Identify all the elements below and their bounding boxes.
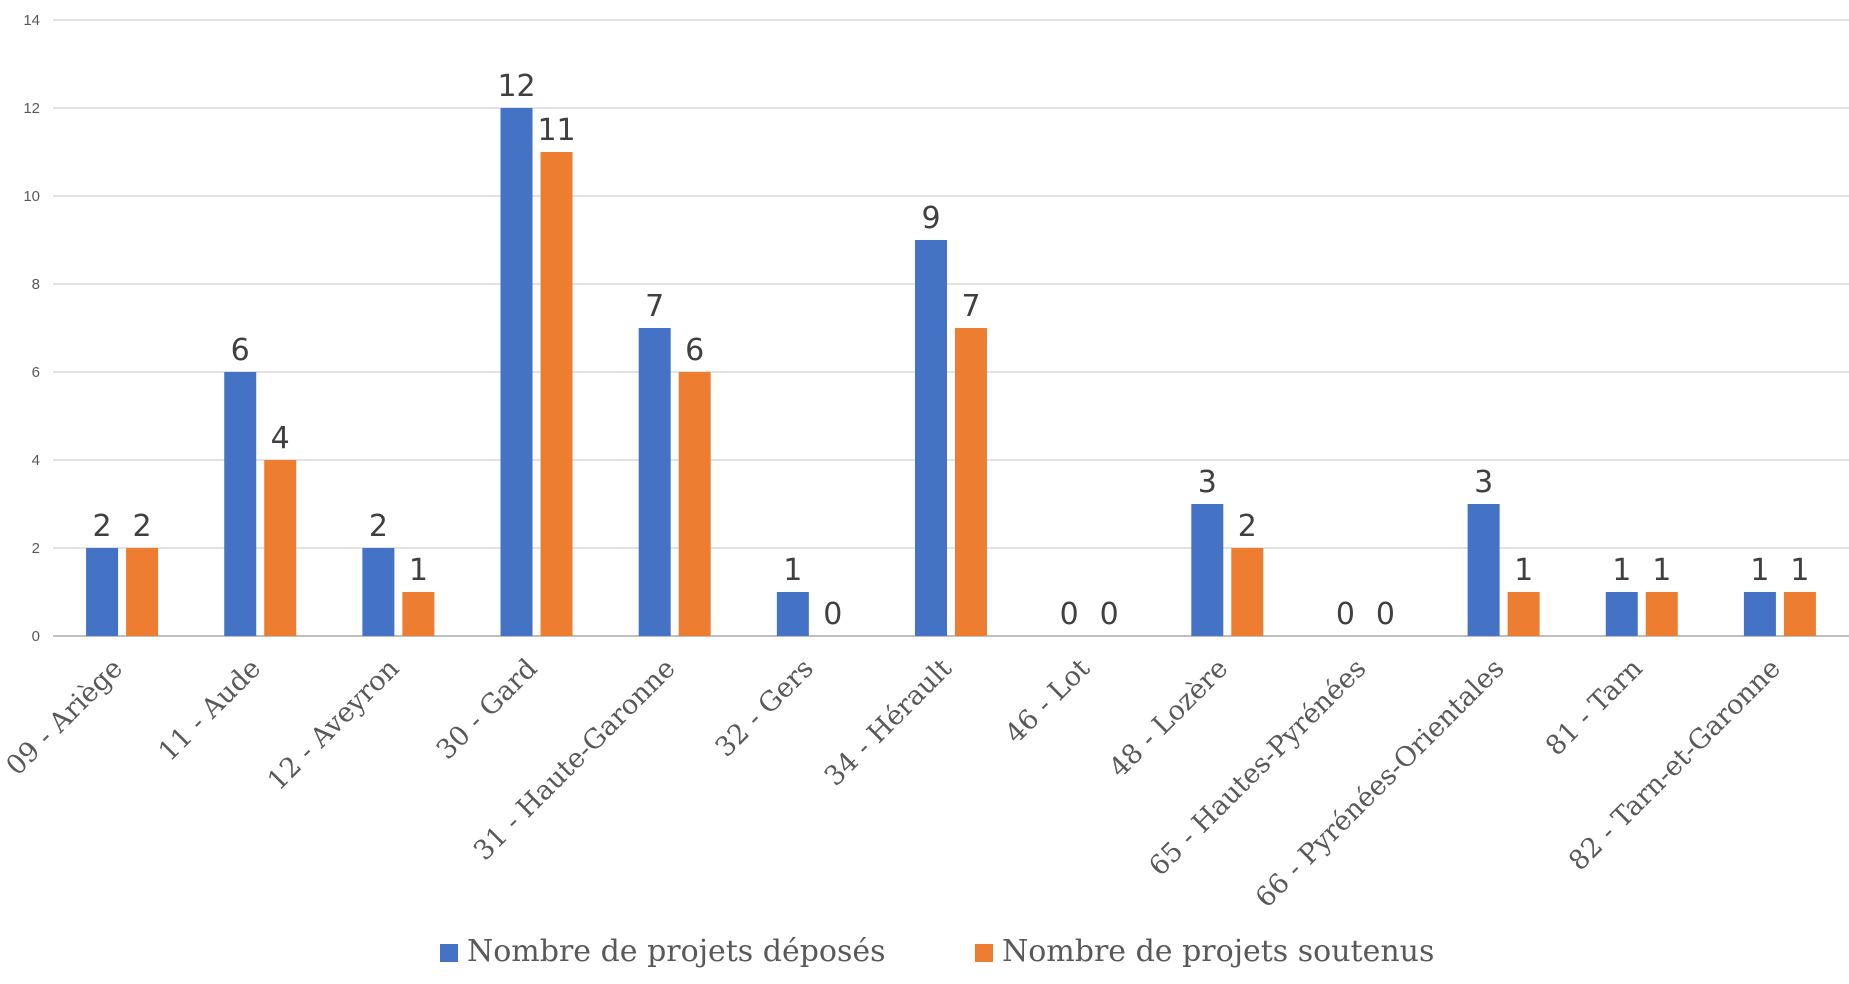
bar-deposes <box>638 328 671 636</box>
bar-deposes <box>1467 504 1500 636</box>
data-label: 6 <box>685 333 704 368</box>
legend-swatch <box>440 944 458 962</box>
bar-deposes <box>1605 592 1638 636</box>
y-axis-ticks: 0 2 4 6 8 10 12 14 <box>23 12 40 645</box>
data-label: 0 <box>1376 597 1395 632</box>
bar-deposes <box>362 548 395 636</box>
legend: Nombre de projets déposés Nombre de proje… <box>440 934 1434 969</box>
bar-soutenus <box>1645 592 1678 636</box>
data-label: 12 <box>497 69 535 104</box>
data-label: 1 <box>1790 553 1809 588</box>
bar-deposes <box>500 108 533 636</box>
legend-swatch <box>975 944 993 962</box>
bar-soutenus <box>264 460 297 636</box>
data-label: 4 <box>271 421 290 456</box>
x-tick-label: 46 - Lot <box>999 653 1096 750</box>
y-tick-label: 10 <box>23 188 40 205</box>
data-label: 11 <box>537 113 575 148</box>
x-tick-label: 34 - Hérault <box>819 653 958 792</box>
y-tick-label: 0 <box>32 628 40 645</box>
x-tick-label: 11 - Aude <box>153 653 267 767</box>
x-tick-label: 30 - Gard <box>431 653 544 766</box>
y-tick-label: 4 <box>32 452 40 469</box>
data-label: 0 <box>1060 597 1079 632</box>
data-label: 3 <box>1474 465 1493 500</box>
y-tick-label: 8 <box>32 276 40 293</box>
legend-label: Nombre de projets soutenus <box>1002 934 1434 969</box>
data-label: 0 <box>823 597 842 632</box>
bar-deposes <box>776 592 809 636</box>
data-label: 0 <box>1336 597 1355 632</box>
bar-deposes <box>224 372 257 636</box>
data-label: 2 <box>93 509 112 544</box>
data-label: 1 <box>783 553 802 588</box>
data-label: 2 <box>133 509 152 544</box>
y-tick-label: 6 <box>32 364 40 381</box>
x-tick-label: 32 - Gers <box>710 653 820 763</box>
data-label: 9 <box>921 201 940 236</box>
x-tick-label: 66 - Pyrénées-Orientales <box>1250 653 1511 914</box>
x-tick-label: 12 - Aveyron <box>262 653 406 797</box>
bar-deposes <box>1743 592 1776 636</box>
bar-soutenus <box>1507 592 1540 636</box>
bar-soutenus <box>678 372 711 636</box>
data-label: 1 <box>1612 553 1631 588</box>
bar-deposes <box>1191 504 1224 636</box>
data-label: 1 <box>409 553 428 588</box>
x-tick-label: 48 - Lozère <box>1103 653 1234 784</box>
data-label: 6 <box>231 333 250 368</box>
bar-soutenus <box>1783 592 1816 636</box>
data-label: 2 <box>369 509 388 544</box>
bars <box>86 108 1816 636</box>
bar-deposes <box>915 240 947 636</box>
data-label: 1 <box>1652 553 1671 588</box>
x-tick-label: 81 - Tarn <box>1540 653 1649 762</box>
data-label: 1 <box>1750 553 1769 588</box>
bar-soutenus <box>955 328 987 636</box>
bar-soutenus <box>1231 548 1264 636</box>
x-tick-label: 09 - Ariège <box>0 653 129 782</box>
data-label: 7 <box>645 289 664 324</box>
data-label: 7 <box>961 289 980 324</box>
data-label: 0 <box>1100 597 1119 632</box>
data-label: 1 <box>1514 553 1533 588</box>
gridlines <box>53 19 1849 637</box>
legend-label: Nombre de projets déposés <box>467 934 886 969</box>
y-tick-label: 14 <box>23 12 40 29</box>
y-tick-label: 2 <box>32 540 40 557</box>
data-label: 3 <box>1198 465 1217 500</box>
bar-soutenus <box>402 592 435 636</box>
data-label: 2 <box>1238 509 1257 544</box>
bar-soutenus <box>126 548 159 636</box>
bar-deposes <box>86 548 119 636</box>
y-tick-label: 12 <box>23 100 40 117</box>
bar-soutenus <box>540 152 573 636</box>
